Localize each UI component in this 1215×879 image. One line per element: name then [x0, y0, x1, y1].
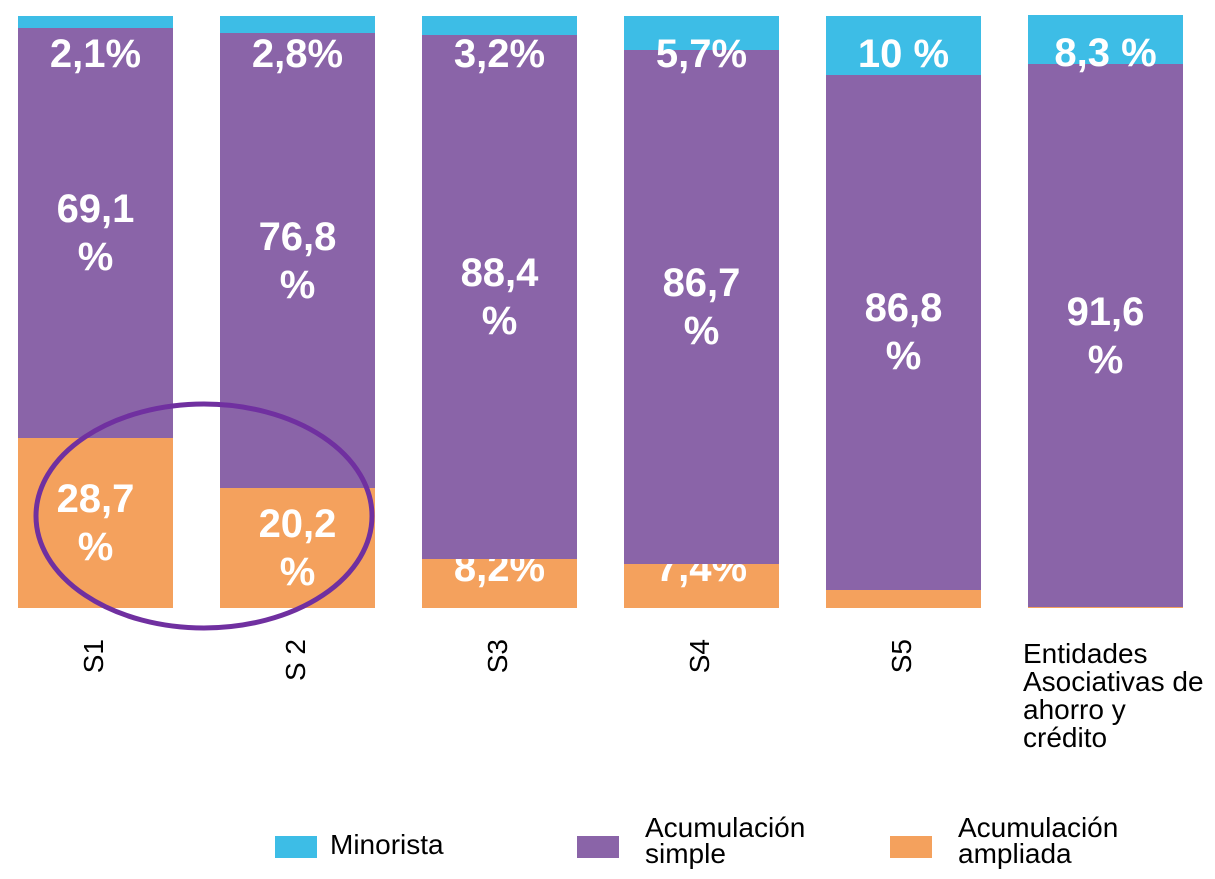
value-label: 8,3 %: [1054, 31, 1157, 75]
bar-segment: [220, 488, 375, 608]
value-label: 76,8 %: [258, 214, 337, 307]
value-label: 86,8 %: [864, 286, 943, 379]
bar-segment: [624, 16, 779, 50]
bar-segment: [826, 74, 981, 590]
bar-segment: [1028, 15, 1183, 65]
value-label: 2,8%: [251, 32, 344, 77]
bar-segment: [422, 16, 577, 36]
bar-segment: [624, 49, 779, 565]
bar-segment: [422, 559, 577, 608]
bar-segment: [422, 35, 577, 560]
value-label: 91,6 %: [1066, 289, 1145, 382]
legend-label: Minorista: [330, 829, 444, 860]
bar-segment: [1028, 607, 1183, 608]
bar-segment: [18, 437, 173, 608]
bar-segment: [826, 589, 981, 608]
bar-segment: [18, 15, 173, 29]
bar-segment: [624, 564, 779, 608]
bar-segment: [1028, 64, 1183, 608]
value-label: 5,7%: [655, 32, 748, 77]
value-label: 69,1 %: [56, 186, 135, 279]
legend-swatch: [577, 836, 619, 858]
value-label: 10 %: [857, 31, 950, 76]
bar-segment: [18, 28, 173, 438]
bar-segment: [220, 16, 375, 33]
bar-segment: [826, 15, 981, 75]
bar-segment: [220, 32, 375, 489]
value-label: 86,7 %: [662, 261, 741, 354]
legend-swatch: [275, 836, 317, 858]
value-label: 2,1%: [49, 31, 142, 76]
value-label: 88,4 %: [460, 251, 539, 344]
value-label: 3,2%: [453, 32, 546, 77]
legend-swatch: [890, 836, 932, 858]
legend-label: Acumulación ampliada: [958, 812, 1119, 869]
value-label: 28,7 %: [56, 476, 135, 569]
x-tick-label: Entidades Asociativas de ahorro y crédit…: [1023, 638, 1204, 753]
legend-label: Acumulación simple: [645, 812, 806, 869]
highlight-ellipse: [33, 401, 375, 631]
value-label: 20,2 %: [258, 502, 337, 595]
